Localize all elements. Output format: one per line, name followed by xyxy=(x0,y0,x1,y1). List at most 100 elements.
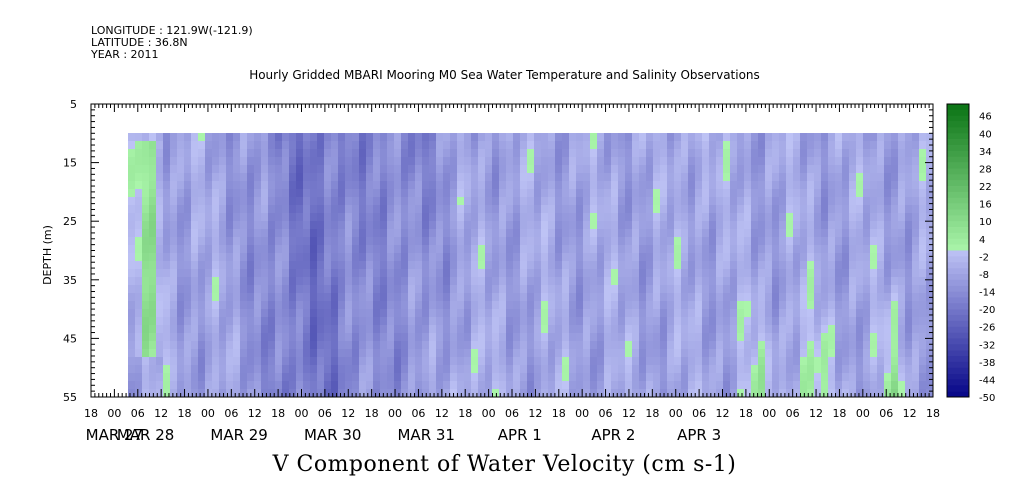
heatmap-cell xyxy=(436,157,444,166)
heatmap-cell xyxy=(485,293,493,302)
heatmap-cell xyxy=(926,333,933,342)
heatmap-cell xyxy=(408,269,416,278)
heatmap-cell xyxy=(744,317,752,326)
heatmap-cell xyxy=(205,237,213,246)
heatmap-cell xyxy=(499,373,507,382)
heatmap-cell xyxy=(548,197,556,206)
heatmap-cell xyxy=(359,221,367,230)
heatmap-cell xyxy=(681,221,689,230)
heatmap-cell xyxy=(254,285,262,294)
heatmap-cell xyxy=(310,373,318,382)
heatmap-cell xyxy=(387,237,395,246)
heatmap-cell xyxy=(779,325,787,334)
heatmap-cell xyxy=(674,197,682,206)
heatmap-cell xyxy=(660,133,668,142)
heatmap-cell xyxy=(730,381,738,390)
heatmap-cell xyxy=(506,309,514,318)
heatmap-cell xyxy=(254,229,262,238)
heatmap-cell xyxy=(534,277,542,286)
heatmap-cell xyxy=(723,237,731,246)
heatmap-cell xyxy=(212,309,220,318)
heatmap-cell xyxy=(667,157,675,166)
heatmap-cell xyxy=(660,301,668,310)
heatmap-cell xyxy=(317,325,325,334)
heatmap-cell xyxy=(744,157,752,166)
heatmap-cell xyxy=(282,293,290,302)
heatmap-cell xyxy=(828,269,836,278)
heatmap-cell xyxy=(737,189,745,198)
heatmap-cell xyxy=(212,205,220,214)
heatmap-cell xyxy=(128,149,136,158)
heatmap-cell xyxy=(499,253,507,262)
heatmap-cell xyxy=(702,357,710,366)
heatmap-cell xyxy=(744,365,752,374)
heatmap-cell xyxy=(786,221,794,230)
heatmap-cell xyxy=(828,221,836,230)
heatmap-cell xyxy=(436,285,444,294)
heatmap-cell xyxy=(716,213,724,222)
heatmap-cell xyxy=(184,325,192,334)
heatmap-cell xyxy=(597,357,605,366)
heatmap-cell xyxy=(247,205,255,214)
heatmap-cell xyxy=(191,173,199,182)
heatmap-cell xyxy=(681,237,689,246)
heatmap-cell xyxy=(618,149,626,158)
heatmap-cell xyxy=(772,389,780,397)
heatmap-cell xyxy=(485,205,493,214)
heatmap-cell xyxy=(240,317,248,326)
heatmap-cell xyxy=(863,301,871,310)
heatmap-cell xyxy=(282,341,290,350)
heatmap-cell xyxy=(317,189,325,198)
heatmap-cell xyxy=(597,141,605,150)
heatmap-cell xyxy=(569,325,577,334)
heatmap-cell xyxy=(814,149,822,158)
heatmap-cell xyxy=(513,389,521,397)
heatmap-cell xyxy=(163,229,171,238)
heatmap-cell xyxy=(247,213,255,222)
heatmap-cell xyxy=(296,381,304,390)
heatmap-cell xyxy=(541,277,549,286)
heatmap-cell xyxy=(905,205,913,214)
heatmap-cell xyxy=(821,325,829,334)
heatmap-cell xyxy=(695,149,703,158)
heatmap-cell xyxy=(499,333,507,342)
heatmap-cell xyxy=(240,341,248,350)
heatmap-cell xyxy=(534,133,542,142)
heatmap-cell xyxy=(261,149,269,158)
x-tick-label: 00 xyxy=(762,407,776,420)
heatmap-cell xyxy=(373,349,381,358)
heatmap-cell xyxy=(527,381,535,390)
x-tick-label: 12 xyxy=(435,407,449,420)
heatmap-cell xyxy=(261,309,269,318)
heatmap-cell xyxy=(513,165,521,174)
heatmap-cell xyxy=(891,197,899,206)
heatmap-cell xyxy=(548,301,556,310)
heatmap-cell xyxy=(282,333,290,342)
heatmap-cell xyxy=(443,317,451,326)
heatmap-cell xyxy=(772,213,780,222)
heatmap-cell xyxy=(541,349,549,358)
heatmap-cell xyxy=(751,181,759,190)
heatmap-cell xyxy=(884,373,892,382)
heatmap-cell xyxy=(597,277,605,286)
colorbar-label: 34 xyxy=(979,147,992,158)
heatmap-cell xyxy=(303,317,311,326)
x-tick-label: 06 xyxy=(599,407,613,420)
heatmap-cell xyxy=(380,333,388,342)
heatmap-cell xyxy=(716,341,724,350)
heatmap-cell xyxy=(394,133,402,142)
colorbar-swatch xyxy=(947,303,969,310)
heatmap-cell xyxy=(674,285,682,294)
heatmap-cell xyxy=(464,237,472,246)
heatmap-cell xyxy=(919,229,927,238)
heatmap-cell xyxy=(646,253,654,262)
heatmap-cell xyxy=(177,133,185,142)
heatmap-cell xyxy=(324,229,332,238)
heatmap-cell xyxy=(919,157,927,166)
heatmap-cell xyxy=(485,349,493,358)
heatmap-cell xyxy=(751,341,759,350)
colorbar-label: -2 xyxy=(979,252,989,263)
heatmap-cell xyxy=(639,157,647,166)
heatmap-cell xyxy=(226,357,234,366)
heatmap-cell xyxy=(772,197,780,206)
